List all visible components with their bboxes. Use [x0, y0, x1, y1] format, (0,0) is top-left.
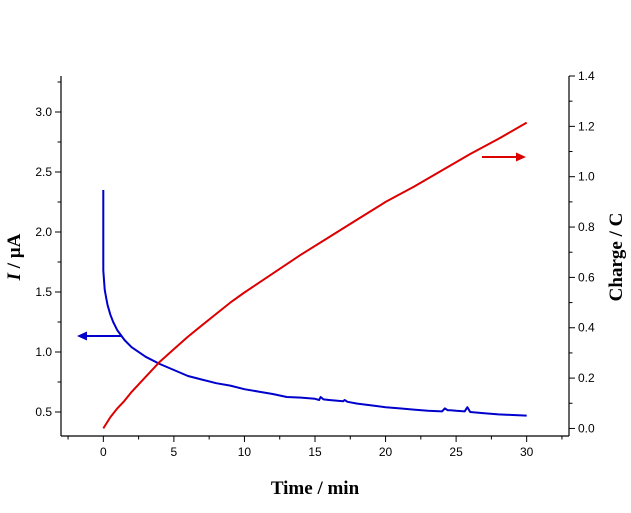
y-right-tick-label: 0.6 — [578, 270, 595, 284]
y-right-tick-label: 0.0 — [578, 421, 595, 435]
arrows-group — [77, 152, 526, 341]
y-axis-left-title: I / μA — [4, 233, 25, 281]
x-tick-label: 20 — [379, 445, 393, 459]
x-tick-label: 15 — [308, 445, 322, 459]
axes-group — [60, 76, 570, 437]
ticks-group: 0 5 10 15 20 25 30 0.5 1.0 1.5 2.0 2.5 3.0 0.0 0.2 0.4 0… — [35, 69, 595, 459]
series-group — [102, 121, 528, 429]
left-arrow-head-icon — [77, 331, 87, 341]
y-left-tick-label: 1.5 — [35, 285, 52, 299]
y-right-tick-label: 1.4 — [578, 69, 595, 83]
x-tick-label: 30 — [520, 445, 534, 459]
y-axis-left-title-symbol: I — [4, 272, 25, 281]
y-right-tick-label: 0.8 — [578, 220, 595, 234]
y-right-tick-label: 0.2 — [578, 371, 595, 385]
y-left-tick-label: 3.0 — [35, 105, 52, 119]
x-tick-label: 25 — [449, 445, 463, 459]
y-left-tick-label: 1.0 — [35, 345, 52, 359]
y-left-tick-label: 0.5 — [35, 405, 52, 419]
y-left-tick-label: 2.5 — [35, 165, 52, 179]
y-axis-left-title-unit: / μA — [4, 233, 25, 273]
current-series-line — [102, 190, 527, 417]
y-right-tick-label: 1.0 — [578, 170, 595, 184]
x-tick-label: 5 — [171, 445, 178, 459]
x-axis-title: Time / min — [271, 478, 360, 499]
right-arrow-head-icon — [516, 152, 526, 162]
y-left-tick-label: 2.0 — [35, 225, 52, 239]
y-right-tick-label: 0.4 — [578, 321, 595, 335]
y-right-tick-label: 1.2 — [578, 119, 595, 133]
y-axis-right-title: Charge / C — [606, 213, 627, 302]
charge-series-line — [102, 121, 528, 429]
x-tick-label: 0 — [100, 445, 107, 459]
x-tick-label: 10 — [238, 445, 252, 459]
